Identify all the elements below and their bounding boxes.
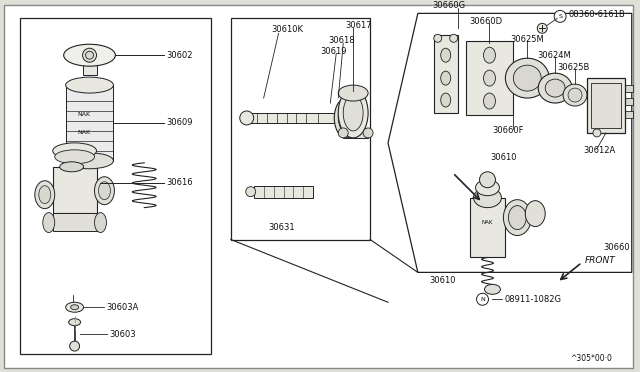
Ellipse shape bbox=[95, 177, 115, 205]
Ellipse shape bbox=[525, 201, 545, 227]
Ellipse shape bbox=[60, 162, 84, 172]
Ellipse shape bbox=[545, 79, 565, 97]
Ellipse shape bbox=[339, 104, 354, 132]
Text: 30603A: 30603A bbox=[106, 303, 139, 312]
Bar bbox=[20, 18, 211, 354]
Bar bbox=[470, 198, 506, 257]
Circle shape bbox=[593, 129, 601, 137]
Ellipse shape bbox=[504, 200, 531, 235]
Circle shape bbox=[537, 23, 547, 33]
Ellipse shape bbox=[441, 71, 451, 85]
Text: 30610K: 30610K bbox=[271, 25, 303, 34]
Ellipse shape bbox=[86, 51, 93, 59]
Text: ^305*00·0: ^305*00·0 bbox=[570, 353, 612, 363]
Bar bbox=[591, 83, 621, 128]
Bar bbox=[434, 35, 458, 113]
Ellipse shape bbox=[484, 284, 500, 294]
Text: N: N bbox=[480, 297, 485, 302]
Ellipse shape bbox=[95, 213, 106, 232]
Ellipse shape bbox=[35, 181, 54, 209]
Bar bbox=[253, 186, 314, 198]
Ellipse shape bbox=[63, 44, 115, 66]
Ellipse shape bbox=[476, 180, 499, 196]
Text: 30625B: 30625B bbox=[557, 62, 589, 72]
Bar bbox=[625, 98, 633, 105]
Text: 30660: 30660 bbox=[603, 243, 630, 252]
Text: 30624M: 30624M bbox=[537, 51, 571, 60]
Ellipse shape bbox=[54, 150, 95, 164]
Text: NAK: NAK bbox=[77, 112, 91, 118]
Text: 30609: 30609 bbox=[166, 118, 193, 128]
Text: 30660D: 30660D bbox=[470, 17, 502, 26]
Bar bbox=[247, 113, 339, 123]
Text: S: S bbox=[558, 14, 562, 19]
Text: 30612A: 30612A bbox=[583, 146, 615, 155]
Bar bbox=[83, 65, 97, 75]
Ellipse shape bbox=[339, 88, 368, 138]
Ellipse shape bbox=[52, 143, 97, 159]
Circle shape bbox=[363, 128, 373, 138]
Text: 30631: 30631 bbox=[269, 223, 295, 232]
Circle shape bbox=[240, 111, 253, 125]
Ellipse shape bbox=[66, 77, 113, 93]
Ellipse shape bbox=[99, 182, 111, 200]
Circle shape bbox=[554, 10, 566, 22]
Ellipse shape bbox=[538, 73, 572, 103]
Bar bbox=[343, 128, 368, 138]
Ellipse shape bbox=[483, 47, 495, 63]
Ellipse shape bbox=[506, 58, 549, 98]
Text: 30625M: 30625M bbox=[510, 35, 544, 44]
Text: 30618: 30618 bbox=[328, 36, 355, 45]
Ellipse shape bbox=[66, 302, 84, 312]
Text: 30610: 30610 bbox=[490, 153, 517, 162]
Ellipse shape bbox=[68, 319, 81, 326]
Text: 30603: 30603 bbox=[109, 330, 136, 339]
Ellipse shape bbox=[70, 305, 79, 310]
Bar bbox=[587, 78, 625, 133]
Ellipse shape bbox=[483, 70, 495, 86]
Circle shape bbox=[339, 128, 348, 138]
Ellipse shape bbox=[441, 48, 451, 62]
Text: 08360-6161B: 08360-6161B bbox=[568, 10, 625, 19]
Ellipse shape bbox=[513, 65, 541, 91]
Bar bbox=[52, 167, 97, 213]
Ellipse shape bbox=[339, 85, 368, 101]
Text: 30660F: 30660F bbox=[492, 126, 524, 135]
Text: 30616: 30616 bbox=[166, 178, 193, 187]
Circle shape bbox=[479, 172, 495, 188]
Ellipse shape bbox=[343, 95, 363, 131]
Text: FRONT: FRONT bbox=[585, 256, 616, 265]
Ellipse shape bbox=[508, 206, 526, 230]
Ellipse shape bbox=[568, 88, 582, 102]
Circle shape bbox=[246, 187, 256, 197]
Polygon shape bbox=[388, 13, 632, 272]
Ellipse shape bbox=[474, 188, 501, 208]
Ellipse shape bbox=[441, 93, 451, 107]
Ellipse shape bbox=[563, 84, 587, 106]
Bar bbox=[625, 85, 633, 92]
Text: 30660G: 30660G bbox=[433, 1, 466, 10]
Ellipse shape bbox=[66, 153, 113, 169]
Bar bbox=[625, 111, 633, 118]
Bar bbox=[466, 41, 513, 115]
Bar bbox=[52, 213, 97, 231]
Text: 30619: 30619 bbox=[321, 47, 347, 56]
Circle shape bbox=[477, 293, 488, 305]
Bar bbox=[66, 85, 113, 161]
Ellipse shape bbox=[43, 213, 54, 232]
Text: NAK: NAK bbox=[77, 131, 91, 135]
Bar bbox=[231, 18, 370, 240]
Circle shape bbox=[450, 34, 458, 42]
Ellipse shape bbox=[334, 98, 358, 138]
Text: 30610: 30610 bbox=[430, 276, 456, 285]
Text: 30617: 30617 bbox=[345, 21, 372, 30]
Text: NAK: NAK bbox=[481, 220, 493, 225]
Text: 30602: 30602 bbox=[166, 51, 193, 60]
Ellipse shape bbox=[39, 186, 51, 203]
Text: 08911-1082G: 08911-1082G bbox=[504, 295, 561, 304]
Circle shape bbox=[434, 34, 442, 42]
Circle shape bbox=[70, 341, 79, 351]
Circle shape bbox=[83, 48, 97, 62]
Ellipse shape bbox=[483, 93, 495, 109]
